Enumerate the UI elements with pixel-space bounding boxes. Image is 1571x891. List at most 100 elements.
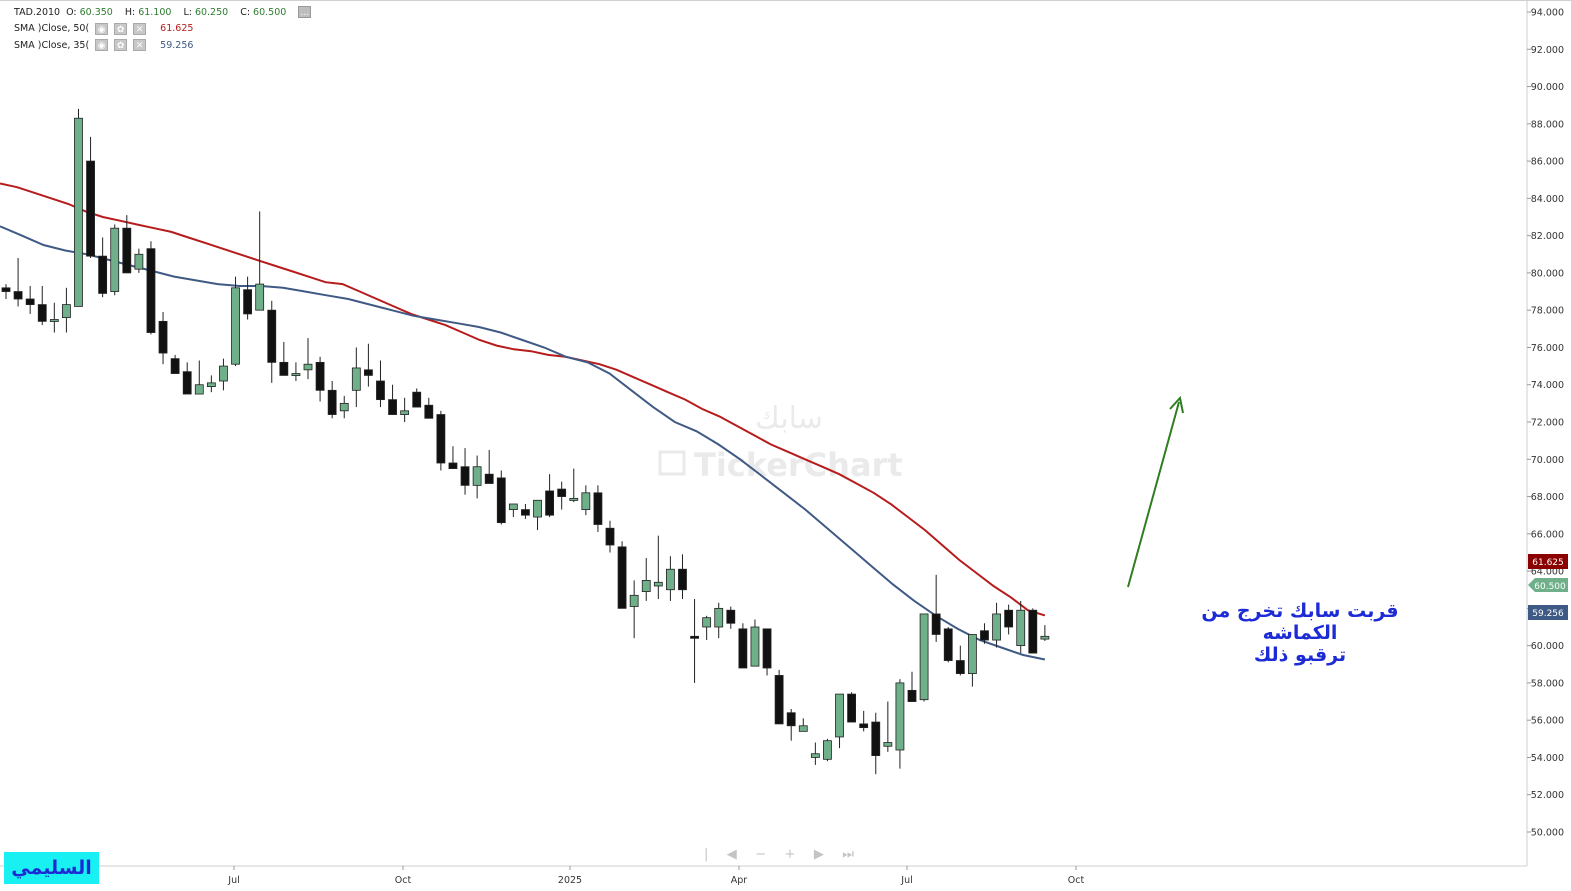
close-icon[interactable]: ✕	[133, 22, 147, 35]
y-tick-label: 72.000	[1531, 418, 1564, 429]
candle-up	[1016, 609, 1026, 647]
candle-down	[460, 466, 470, 486]
scroll-end-icon[interactable]: ⏭	[842, 846, 854, 862]
scroll-left-icon[interactable]: ◀	[726, 846, 737, 862]
candle-down	[521, 509, 530, 516]
x-tick-label: Apr	[731, 875, 748, 886]
candle-down	[605, 527, 615, 546]
candle-up	[62, 304, 71, 319]
candle-down	[955, 660, 965, 674]
gear-icon[interactable]: ✿	[114, 39, 128, 52]
chart-navigation: | ◀ − + ▶ ⏭	[704, 845, 854, 863]
candle-up	[581, 492, 591, 510]
candle-down	[943, 628, 953, 661]
candle-down	[279, 361, 289, 376]
y-tick-label: 82.000	[1531, 231, 1564, 242]
candle-down	[847, 693, 856, 723]
legend-sma35-row: SMA )Close, 35( ◉ ✿ ✕ 59.256	[14, 37, 317, 54]
candle-down	[871, 721, 881, 756]
candle-up	[641, 580, 651, 592]
x-tick-label: Oct	[1068, 875, 1085, 886]
candle-down	[859, 723, 869, 729]
candle-up	[533, 499, 542, 518]
candle-down	[243, 289, 253, 315]
x-tick-label: Jul	[900, 875, 912, 886]
candle-down	[980, 630, 989, 641]
sma50-value: 61.625	[160, 23, 194, 35]
y-tick-label: 60.000	[1531, 641, 1564, 652]
last-price-tag	[1528, 578, 1568, 592]
candle-up	[895, 682, 905, 751]
close-value: 60.500	[253, 6, 287, 18]
gear-icon[interactable]: ✿	[114, 22, 128, 35]
candle-up	[255, 283, 265, 311]
price-axis[interactable]: 94.000 92.000 90.000 88.000 86.000 84.000 82.0…	[0, 0, 1571, 867]
candle-down	[738, 628, 748, 669]
candle-up	[508, 503, 518, 510]
candle-down	[25, 298, 35, 305]
watermark-arabic: سابك	[755, 401, 823, 436]
tickerchart-watermark: سابك TickerChart	[658, 401, 903, 484]
sma35-label: SMA )Close, 35(	[14, 39, 90, 51]
y-tick-label: 70.000	[1531, 455, 1564, 466]
y-tick-label: 56.000	[1531, 716, 1564, 727]
price-tags: 61.625 60.500 59.256	[1528, 554, 1568, 620]
candle-up	[810, 753, 820, 758]
scroll-start-icon[interactable]: |	[704, 846, 709, 862]
time-axis[interactable]: Jul Oct 2025 Apr Jul Oct	[227, 866, 1084, 886]
candle-up	[351, 367, 361, 391]
visibility-icon[interactable]: ◉	[95, 39, 109, 52]
candle-down	[774, 675, 784, 725]
candle-down	[593, 492, 603, 525]
candle-down	[436, 414, 446, 464]
x-tick-label: 2025	[558, 875, 582, 886]
candle-down	[496, 477, 506, 524]
author-signature: السليمي	[4, 852, 99, 884]
close-icon[interactable]: ✕	[133, 39, 147, 52]
visibility-icon[interactable]: ◉	[95, 22, 109, 35]
candle-up	[1040, 635, 1050, 640]
symbol-label: TAD.2010	[14, 6, 61, 18]
zoom-in-icon[interactable]: +	[784, 846, 796, 862]
sma-lines	[0, 182, 1046, 661]
chart-legend: TAD.2010 O: 60.350 H: 61.100 L: 60.250 C: 60…	[14, 4, 317, 54]
candle-down	[617, 546, 627, 609]
y-tick-label: 74.000	[1531, 380, 1564, 391]
y-tick-label: 94.000	[1531, 8, 1564, 19]
y-tick-label: 50.000	[1531, 828, 1564, 839]
candle-up	[303, 363, 313, 371]
watermark-brand: TickerChart	[694, 446, 903, 484]
candle-down	[1004, 609, 1014, 628]
candle-up	[400, 410, 410, 415]
candle-down	[376, 380, 385, 401]
candle-up	[110, 227, 120, 292]
candle-up	[750, 626, 760, 667]
candle-down	[907, 689, 917, 702]
candle-up	[714, 607, 724, 628]
candle-up	[134, 253, 144, 270]
candle-down	[1, 287, 11, 292]
candle-up	[968, 634, 977, 674]
sma50-line	[0, 182, 1046, 617]
more-icon[interactable]: …	[298, 6, 312, 19]
candle-down	[182, 371, 192, 395]
candle-down	[424, 404, 434, 419]
candle-down	[786, 712, 796, 727]
candle-down	[122, 227, 132, 274]
candle-up	[919, 613, 929, 701]
y-tick-label: 54.000	[1531, 753, 1564, 764]
candle-up	[629, 594, 639, 607]
sma35-value: 59.256	[160, 39, 194, 51]
candle-up	[49, 319, 59, 322]
candle-up	[883, 742, 893, 747]
y-tick-label: 80.000	[1531, 268, 1564, 279]
candle-down	[678, 568, 687, 591]
candle-down	[545, 490, 554, 516]
zoom-out-icon[interactable]: −	[755, 846, 767, 862]
candle-up	[992, 613, 1001, 641]
candle-down	[690, 635, 699, 639]
scroll-right-icon[interactable]: ▶	[813, 846, 824, 862]
candle-down	[170, 358, 180, 374]
open-label: O:	[66, 6, 77, 18]
